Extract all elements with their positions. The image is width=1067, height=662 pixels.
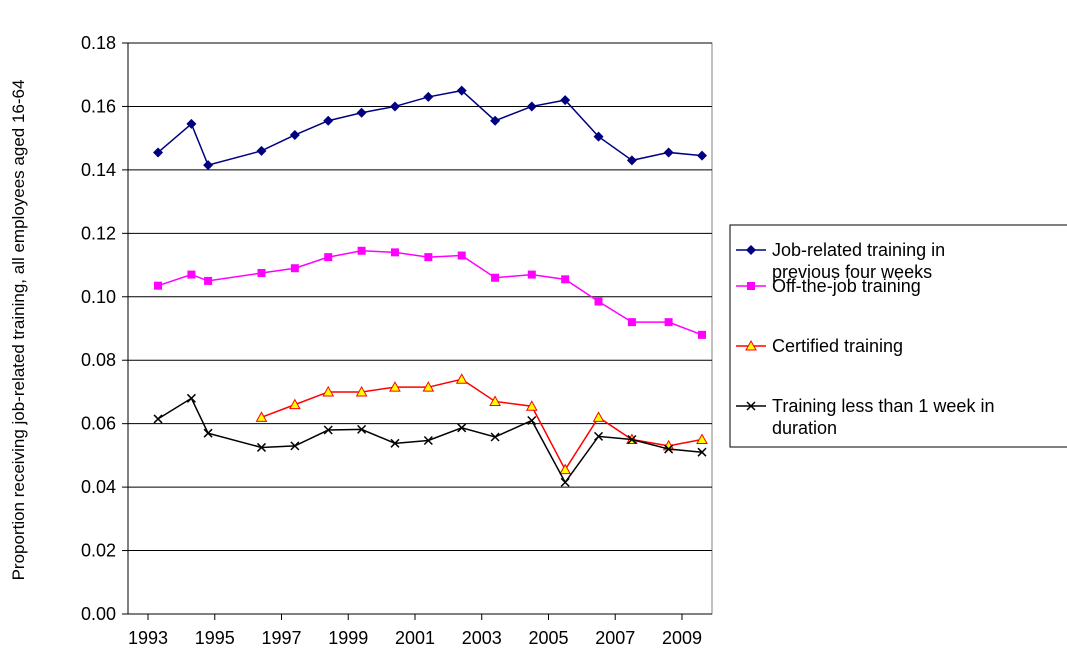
y-tick-label: 0.18	[81, 33, 116, 53]
data-point	[457, 251, 466, 260]
data-point	[153, 414, 163, 424]
data-point	[423, 435, 433, 446]
legend-marker	[745, 339, 757, 351]
data-point	[323, 115, 334, 126]
data-point	[357, 246, 366, 255]
data-point	[255, 411, 268, 422]
legend	[729, 224, 1067, 448]
series-line	[261, 378, 703, 472]
x-tick-label: 2007	[595, 628, 635, 648]
data-point	[187, 270, 196, 279]
data-point	[626, 155, 637, 166]
data-point	[490, 115, 501, 126]
y-axis-label: Proportion receiving job-related trainin…	[9, 80, 28, 581]
data-point	[390, 248, 399, 257]
data-point	[455, 373, 468, 384]
data-point	[289, 398, 301, 410]
data-point	[526, 101, 537, 112]
y-tick-label: 0.02	[81, 541, 116, 561]
data-point	[697, 330, 706, 339]
data-point	[424, 253, 433, 262]
data-point	[664, 444, 674, 454]
data-point	[664, 318, 673, 327]
data-point	[627, 318, 636, 327]
y-tick-label: 0.16	[81, 96, 116, 116]
x-tick-label: 1993	[128, 628, 168, 648]
data-point	[525, 400, 538, 411]
data-point	[256, 145, 267, 156]
data-point	[422, 381, 435, 392]
data-point	[697, 447, 707, 457]
data-point	[560, 477, 570, 487]
y-tick-label: 0.06	[81, 414, 116, 434]
data-point	[594, 431, 604, 441]
data-point	[322, 385, 335, 397]
x-tick-label: 2001	[395, 628, 435, 648]
data-point	[527, 270, 536, 279]
data-point	[203, 160, 214, 171]
data-point	[627, 434, 637, 445]
x-tick-label: 1997	[261, 628, 301, 648]
x-tick-label: 1999	[328, 628, 368, 648]
legend-marker	[746, 245, 756, 255]
x-tick-label: 1995	[195, 628, 235, 648]
data-point	[256, 442, 267, 452]
data-point	[559, 463, 572, 475]
y-tick-label: 0.12	[81, 223, 116, 243]
data-point	[696, 150, 707, 161]
data-point	[527, 415, 537, 426]
data-point	[489, 395, 501, 406]
data-point	[154, 281, 163, 290]
legend-label: Off-the-job training	[772, 276, 921, 296]
legend-label: Training less than 1 week in duration	[772, 396, 994, 438]
legend-marker	[746, 401, 756, 411]
y-tick-label: 0.10	[81, 287, 116, 307]
data-point	[204, 276, 213, 285]
data-point	[186, 118, 197, 129]
data-point	[490, 432, 500, 442]
data-point	[186, 393, 196, 403]
x-tick-label: 2005	[528, 628, 568, 648]
legend-marker	[747, 282, 755, 290]
data-point	[257, 268, 266, 277]
data-point	[290, 441, 300, 451]
legend-label: Certified training	[772, 336, 903, 356]
y-tick-label: 0.08	[81, 350, 116, 370]
data-point	[456, 85, 467, 96]
y-tick-label: 0.14	[81, 160, 116, 180]
data-point	[594, 297, 603, 306]
data-point	[491, 273, 500, 282]
data-point	[457, 423, 467, 433]
legend-label: Job-related training in previous four wee…	[772, 240, 945, 282]
data-point	[356, 107, 367, 118]
y-tick-label: 0.00	[81, 604, 116, 624]
data-point	[389, 101, 400, 112]
data-point	[323, 425, 333, 435]
data-point	[355, 385, 368, 397]
data-point	[593, 131, 604, 142]
x-tick-label: 2003	[462, 628, 502, 648]
data-point	[324, 253, 333, 262]
data-point	[592, 411, 605, 422]
data-point	[561, 275, 570, 284]
data-point	[696, 433, 708, 445]
data-point	[423, 91, 434, 102]
data-point	[389, 381, 401, 392]
data-point	[357, 424, 367, 434]
data-point	[153, 147, 164, 158]
data-point	[290, 264, 299, 273]
data-point	[663, 147, 674, 158]
data-point	[289, 129, 300, 140]
y-tick-label: 0.04	[81, 477, 116, 497]
data-point	[390, 438, 400, 448]
data-point	[203, 428, 213, 438]
data-point	[560, 95, 571, 106]
plot-area	[127, 42, 713, 615]
x-tick-label: 2009	[662, 628, 702, 648]
